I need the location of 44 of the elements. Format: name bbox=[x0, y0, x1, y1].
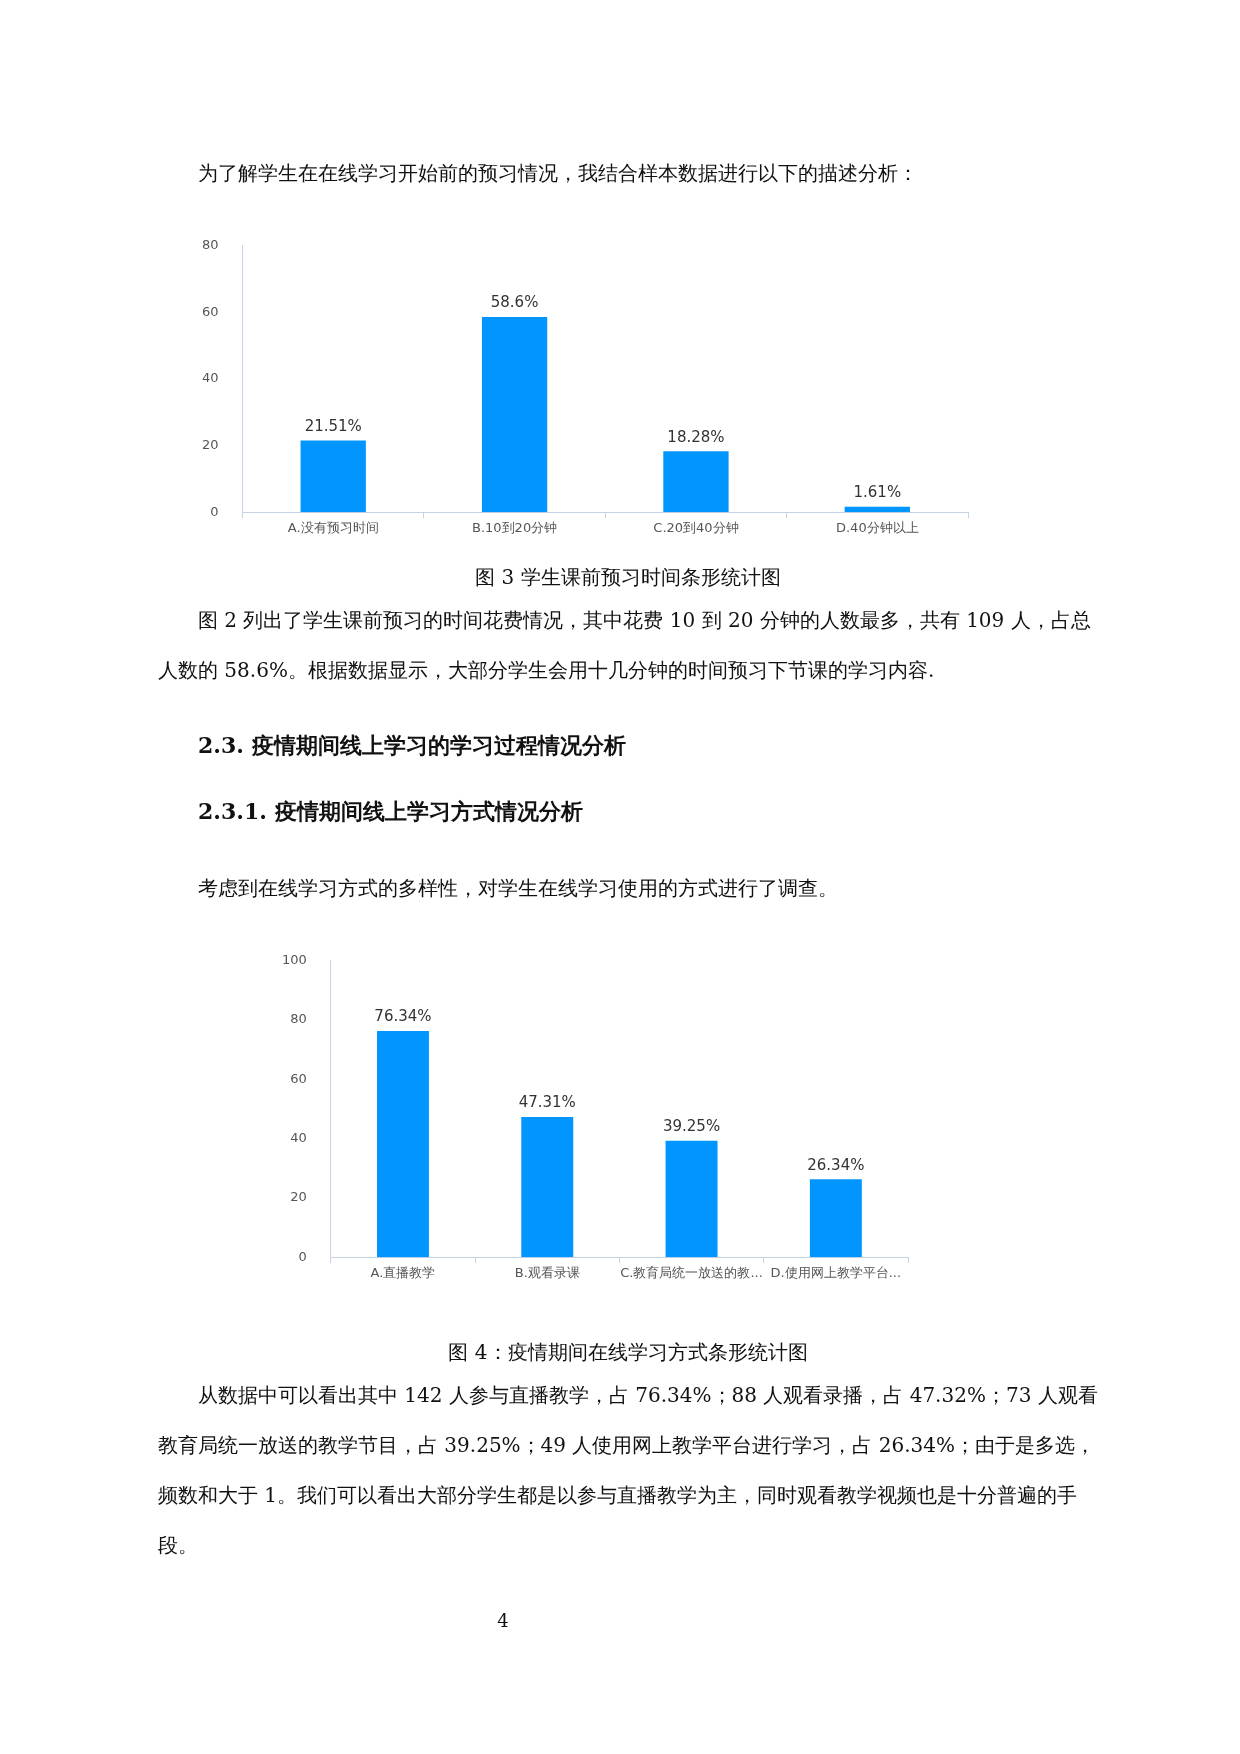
text: 图 4：疫情期间在线学习方式条形统计图 bbox=[447, 1339, 809, 1366]
bar bbox=[376, 1030, 429, 1258]
x-tick-label: D.使用网上教学平台... bbox=[770, 1265, 902, 1281]
data-label: 26.34% bbox=[807, 1155, 865, 1174]
text: 图 2 列出了学生课前预习的时间花费情况，其中花费 10 到 20 分钟的人数最多，共有 109 人，占总人数的 58.6%。根据数据显示，大部分学生会用十几分钟的时间预习下节课的学习内容. bbox=[158, 608, 1091, 682]
data-label: 47.31% bbox=[518, 1093, 576, 1112]
y-tick-label: 60 bbox=[202, 303, 219, 319]
x-tick-label: B.10到20分钟 bbox=[472, 520, 558, 536]
bar bbox=[481, 317, 548, 513]
y-tick-label: 40 bbox=[202, 370, 219, 386]
data-label: 76.34% bbox=[374, 1007, 432, 1026]
data-label: 21.51% bbox=[304, 416, 362, 435]
y-tick-label: 40 bbox=[290, 1130, 307, 1146]
bar bbox=[521, 1116, 574, 1258]
y-tick-label: 60 bbox=[290, 1070, 307, 1086]
text: 为了解学生在在线学习开始前的预习情况，我结合样本数据进行以下的描述分析： bbox=[197, 160, 919, 187]
x-tick-label: D.40分钟以上 bbox=[835, 520, 919, 536]
x-tick-label: A.直播教学 bbox=[370, 1265, 436, 1281]
text: 2.3.1. 疫情期间线上学习方式情况分析 bbox=[198, 797, 584, 826]
bar bbox=[809, 1179, 862, 1258]
x-tick-label: C.20到40分钟 bbox=[653, 520, 739, 536]
y-tick-label: 0 bbox=[298, 1248, 307, 1264]
bar bbox=[663, 451, 729, 513]
data-label: 58.6% bbox=[490, 293, 539, 312]
x-tick-label: A.没有预习时间 bbox=[287, 520, 379, 536]
text: 考虑到在线学习方式的多样性，对学生在线学习使用的方式进行了调查。 bbox=[197, 875, 839, 902]
bar bbox=[665, 1140, 718, 1258]
x-tick-label: C.教育局统一放送的教... bbox=[620, 1265, 763, 1281]
y-tick-label: 20 bbox=[202, 436, 219, 452]
text: 图 3 学生课前预习时间条形统计图 bbox=[474, 564, 782, 591]
data-label: 39.25% bbox=[662, 1117, 721, 1136]
bar bbox=[300, 440, 366, 513]
bar bbox=[844, 506, 910, 513]
text: 从数据中可以看出其中 142 人参与直播教学，占 76.34%；88 人观看录播，占 47.32%；73 人观看教育局统一放送的教学节目，占 39.25%；49 人使用网上教学平台进行学习，占 26.34%；由于是多选，频数和大于 1。我们可以看出大部分学生都是以参与直播教学为主，同时观看教学视频也是十分普遍的手段。 bbox=[158, 1383, 1098, 1557]
x-tick-label: B.观看录课 bbox=[514, 1265, 580, 1281]
data-label: 1.61% bbox=[853, 483, 902, 502]
y-tick-label: 80 bbox=[290, 1011, 307, 1027]
text: 4 bbox=[496, 1610, 510, 1631]
y-tick-label: 80 bbox=[202, 237, 219, 253]
data-label: 18.28% bbox=[667, 427, 725, 446]
y-tick-label: 20 bbox=[290, 1189, 307, 1205]
y-tick-label: 0 bbox=[210, 503, 219, 519]
y-tick-label: 100 bbox=[281, 952, 307, 968]
text: 2.3. 疫情期间线上学习的学习过程情况分析 bbox=[198, 731, 627, 760]
